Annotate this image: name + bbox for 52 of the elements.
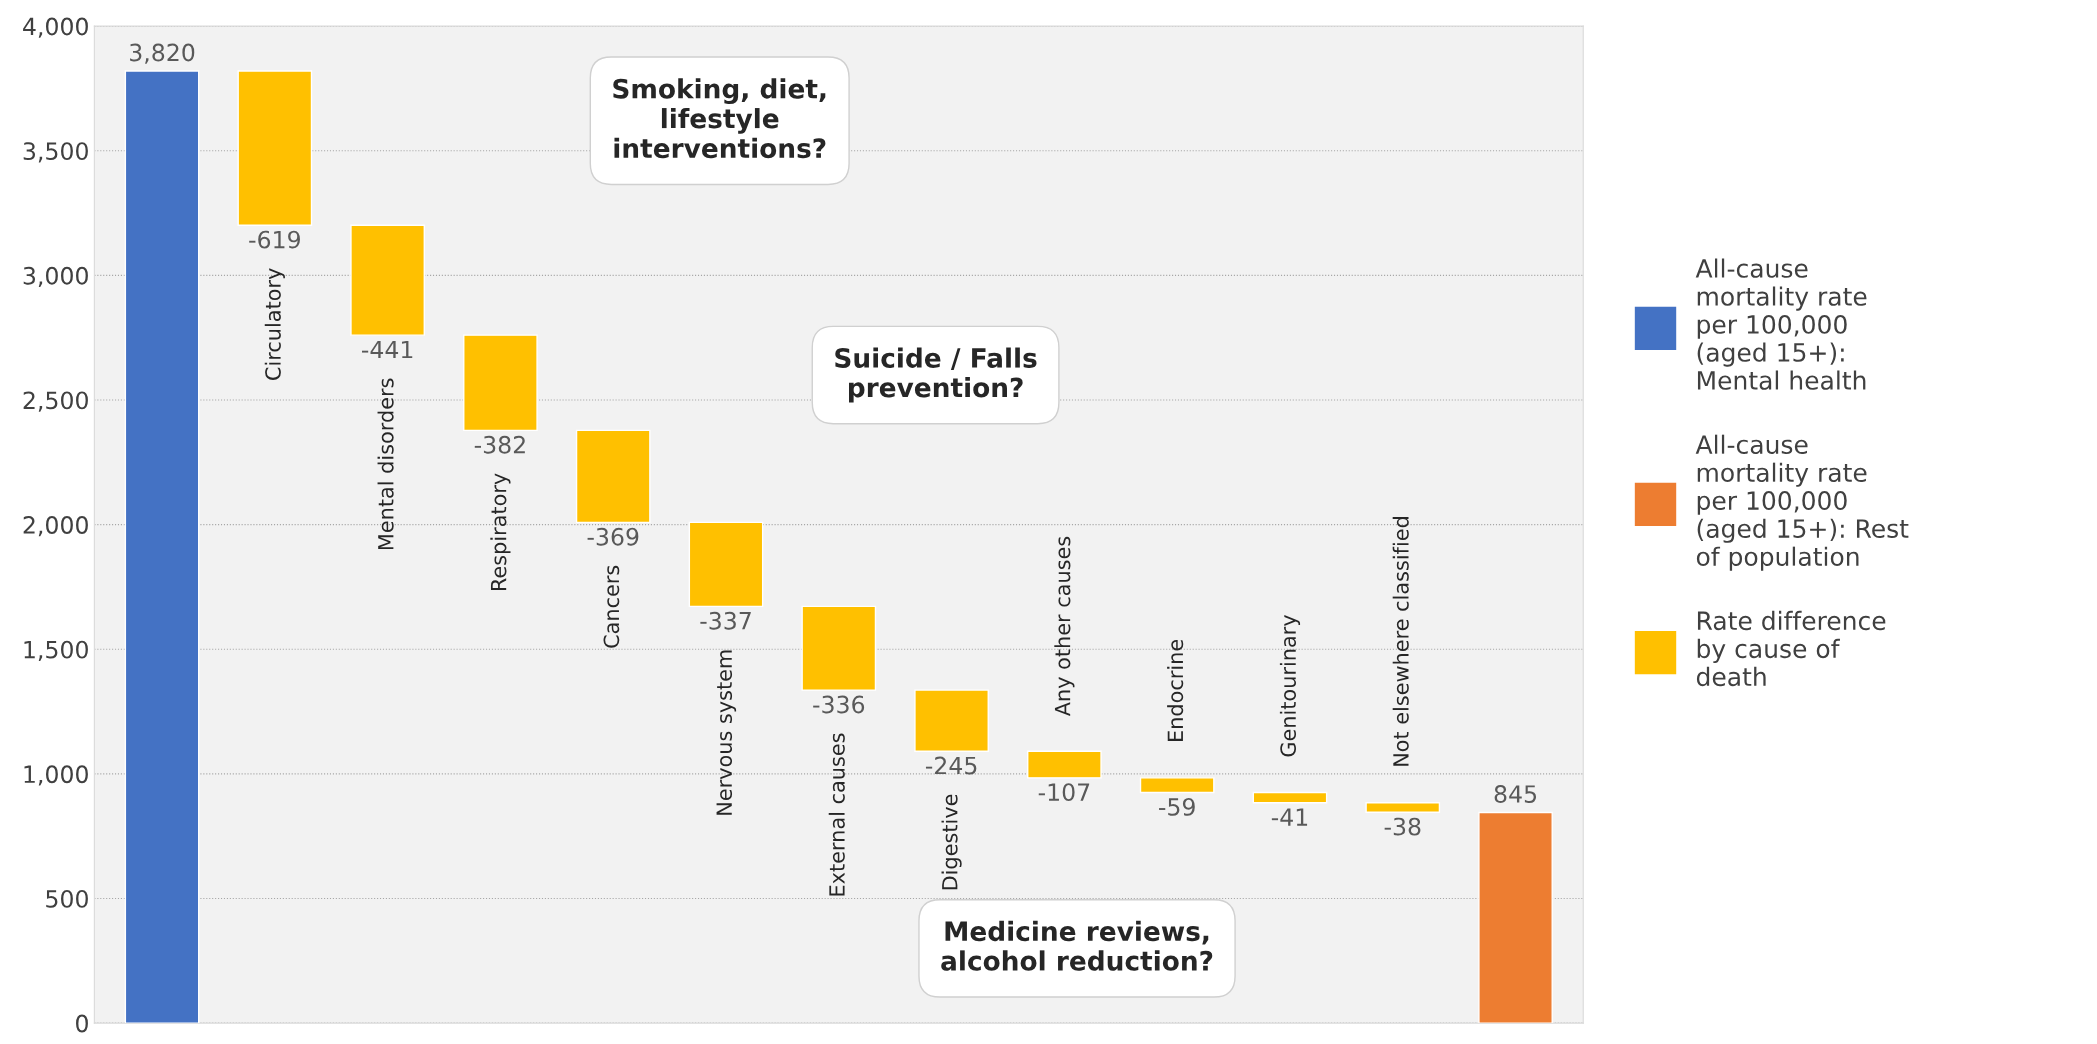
y-tick-label: 500: [46, 889, 88, 908]
bar: [463, 334, 538, 432]
x-tick-label: Endocrine: [1167, 639, 1184, 741]
text: -619: [249, 230, 300, 249]
legend-label: All-cause mortality rate per 100,000 (aged 15+): Mental health: [1695, 258, 1867, 390]
bar: [237, 70, 313, 226]
x-tick-label: Digestive: [941, 794, 962, 890]
bar: [1252, 791, 1328, 804]
x-tick-label: Mental disorders: [377, 378, 394, 550]
y-tick-label: 2,500: [23, 391, 88, 412]
text: -38: [1384, 817, 1421, 836]
bar: [914, 689, 989, 752]
y-tick-label: 3,000: [23, 266, 88, 288]
bar: [801, 605, 877, 691]
legend-label: Rate difference by cause of death: [1696, 610, 1886, 687]
y-tick-label: 2,000: [23, 516, 88, 537]
x-tick-label: Respiratory: [490, 473, 511, 591]
annotation: Smoking, diet, lifestyle interventions?: [613, 78, 826, 159]
x-tick-label: Any other causes: [1054, 536, 1075, 717]
x-tick-label: Genitourinary: [1279, 614, 1301, 757]
text: -369: [587, 527, 639, 546]
text: -107: [1038, 783, 1090, 802]
text: -337: [700, 611, 751, 630]
x-tick-label: Cancers: [603, 565, 620, 648]
bar: [575, 429, 651, 524]
y-tick-label: 3,500: [23, 142, 88, 163]
x-tick-label: Not elsewhere classified: [1392, 517, 1409, 766]
bar: [688, 521, 764, 608]
y-tick-label: 1,000: [24, 765, 88, 786]
text: -441: [361, 340, 413, 359]
bar: [1027, 750, 1102, 779]
annotation: Medicine reviews, alcohol reduction?: [941, 920, 1213, 971]
y-tick-label: 0: [76, 1014, 88, 1033]
text: 3,820: [130, 43, 195, 64]
bar: [1478, 811, 1553, 1024]
x-tick-label: External causes: [828, 733, 845, 896]
legend-label: All-cause mortality rate per 100,000 (aged 15+): Rest of population: [1695, 434, 1909, 571]
text: -245: [925, 756, 977, 775]
text: 845: [1494, 785, 1537, 803]
bar: [1365, 802, 1441, 813]
x-tick-label: Circulatory: [264, 268, 285, 380]
text: -41: [1271, 808, 1308, 826]
text: -59: [1159, 797, 1195, 816]
bar: [350, 224, 425, 336]
y-tick-label: 4,000: [23, 17, 88, 38]
annotation: Suicide / Falls prevention?: [835, 347, 1037, 403]
y-tick-label: 1,500: [24, 640, 88, 661]
x-tick-label: Nervous system: [716, 650, 737, 815]
text: -336: [813, 695, 865, 714]
bar: [124, 70, 200, 1024]
bar: [1139, 777, 1215, 794]
text: -382: [474, 435, 525, 454]
